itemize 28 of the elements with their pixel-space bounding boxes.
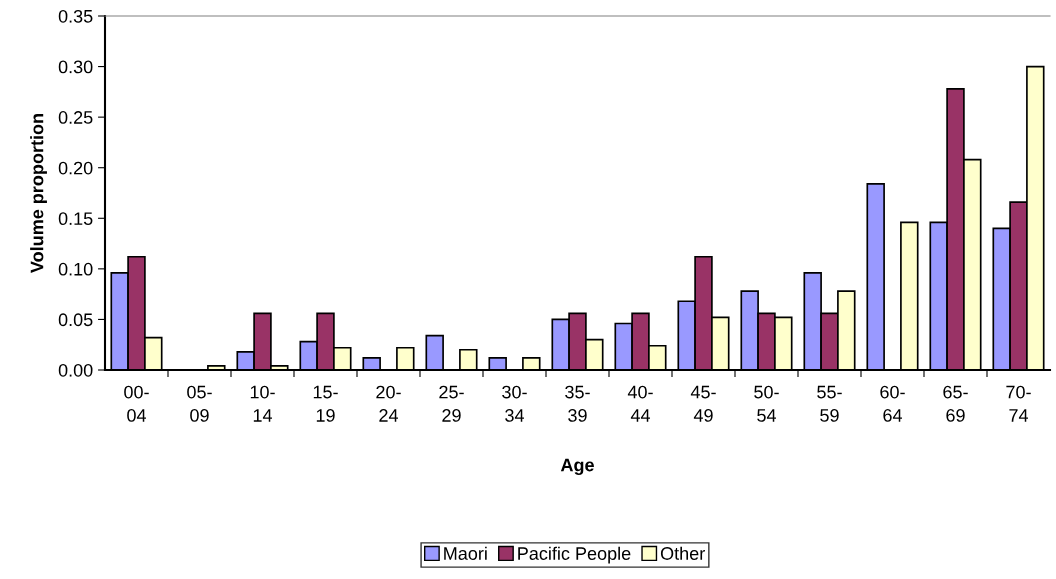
x-tick-label: 50- 54 (754, 385, 779, 422)
y-tick-label: 0.05 (58, 313, 93, 327)
x-tick-label: 00- 04 (124, 385, 149, 422)
x-tick-label: 40- 44 (627, 385, 653, 422)
y-tick-label: 0.00 (58, 363, 93, 377)
y-axis-title: Volume proportion (30, 114, 47, 273)
x-tick-label: 25- 29 (439, 385, 464, 422)
legend-label: Other (660, 546, 705, 560)
x-tick-label: 70- 74 (1006, 385, 1031, 422)
legend-label: Pacific People (518, 546, 631, 564)
x-tick-label: 10- 14 (250, 385, 275, 422)
x-tick-label: 45- 49 (690, 385, 716, 422)
y-tick-label: 0.25 (58, 111, 93, 124)
x-tick-label: 35- 39 (565, 385, 590, 422)
legend-label: Maori (444, 546, 487, 560)
y-tick-label: 0.15 (58, 212, 93, 226)
x-tick-label: 15- 19 (313, 385, 338, 422)
x-tick-label: 60- 64 (880, 385, 905, 422)
y-tick-label: 0.20 (58, 161, 93, 175)
x-axis-title: Age (560, 458, 594, 476)
y-tick-label: 0.30 (58, 60, 93, 74)
y-tick-label: 0.10 (58, 262, 93, 276)
y-tick-label: 0.35 (58, 9, 93, 23)
x-tick-label: 55- 59 (817, 385, 842, 422)
x-tick-label: 05- 09 (187, 385, 212, 422)
x-tick-label: 30- 34 (502, 385, 527, 422)
x-tick-label: 20- 24 (376, 385, 401, 422)
x-tick-label: 65- 69 (943, 385, 968, 422)
